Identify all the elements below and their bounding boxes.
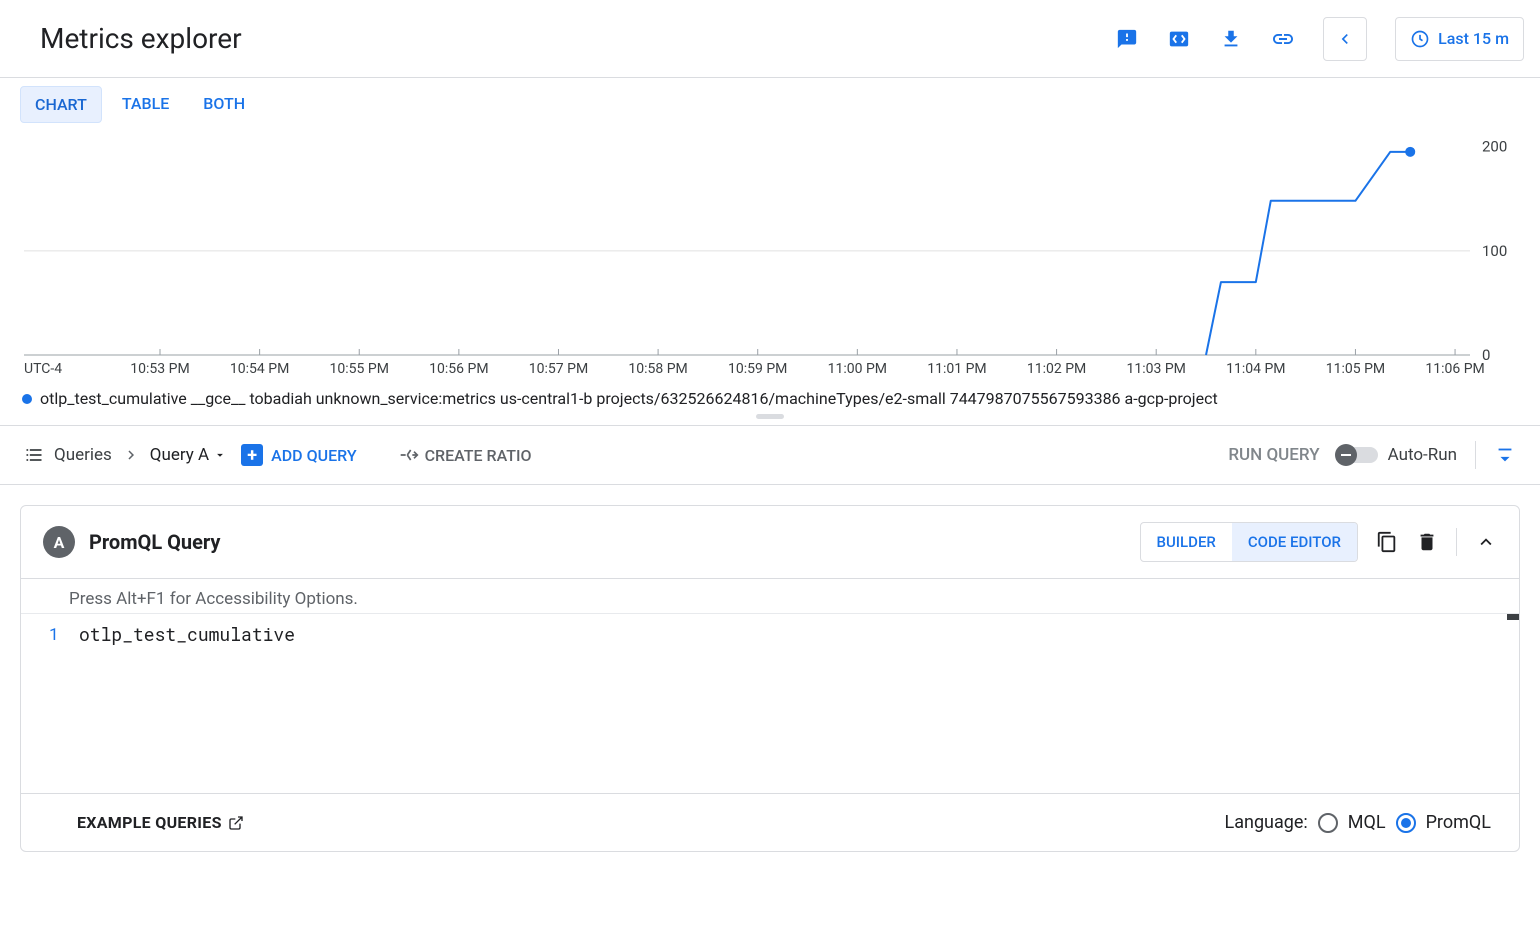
plus-icon: + <box>241 444 263 466</box>
collapse-all-button[interactable] <box>1494 444 1516 466</box>
svg-text:0: 0 <box>1482 346 1490 364</box>
accessibility-hint: Press Alt+F1 for Accessibility Options. <box>21 579 1519 614</box>
page-header: Metrics explorer Last 15 m <box>0 0 1540 78</box>
delete-icon[interactable] <box>1416 531 1438 553</box>
svg-text:10:54 PM: 10:54 PM <box>230 361 289 377</box>
header-actions: Last 15 m <box>1115 17 1524 61</box>
query-card-title: PromQL Query <box>89 530 220 554</box>
chevron-down-icon <box>213 448 227 462</box>
svg-text:10:58 PM: 10:58 PM <box>628 361 687 377</box>
time-range-button[interactable]: Last 15 m <box>1395 17 1524 61</box>
tab-chart[interactable]: CHART <box>20 86 102 123</box>
query-badge: A <box>43 526 75 558</box>
list-icon <box>24 445 44 465</box>
chevron-right-icon <box>122 446 140 464</box>
add-query-button[interactable]: + ADD QUERY <box>241 444 356 466</box>
chart-section: CHART TABLE BOTH 10:53 PM 10:54 PM 10:55 P… <box>0 78 1540 408</box>
language-label: Language: <box>1225 812 1308 833</box>
example-queries-link[interactable]: EXAMPLE QUERIES <box>77 813 244 832</box>
svg-text:10:59 PM: 10:59 PM <box>728 361 787 377</box>
svg-text:100: 100 <box>1482 242 1507 260</box>
svg-text:10:57 PM: 10:57 PM <box>529 361 588 377</box>
query-toolbar: Queries Query A + ADD QUERY CREATE RATIO… <box>0 425 1540 485</box>
code-snippet-icon[interactable] <box>1167 27 1191 51</box>
language-radio-promql[interactable] <box>1396 813 1416 833</box>
query-card: A PromQL Query BUILDER CODE EDITOR Press… <box>20 505 1520 852</box>
svg-text:10:53 PM: 10:53 PM <box>130 361 189 377</box>
copy-icon[interactable] <box>1376 531 1398 553</box>
svg-text:11:06 PM: 11:06 PM <box>1425 361 1484 377</box>
metrics-line-chart[interactable]: 10:53 PM 10:54 PM 10:55 PM 10:56 PM 10:57 PM… <box>20 125 1520 385</box>
download-icon[interactable] <box>1219 27 1243 51</box>
chart-legend[interactable]: otlp_test_cumulative __gce__ tobadiah un… <box>20 389 1520 408</box>
auto-run-toggle[interactable]: Auto-Run <box>1338 445 1457 465</box>
time-range-label: Last 15 m <box>1438 29 1509 48</box>
run-query-button[interactable]: RUN QUERY <box>1228 445 1319 465</box>
code-editor[interactable]: 1 otlp_test_cumulative <box>21 614 1519 794</box>
svg-text:11:02 PM: 11:02 PM <box>1027 361 1086 377</box>
tab-table[interactable]: TABLE <box>108 86 183 123</box>
svg-text:11:05 PM: 11:05 PM <box>1326 361 1385 377</box>
language-selector: Language: MQL PromQL <box>1225 812 1491 833</box>
query-card-footer: EXAMPLE QUERIES Language: MQL PromQL <box>21 794 1519 851</box>
tab-both[interactable]: BOTH <box>189 86 259 123</box>
chart-container: 10:53 PM 10:54 PM 10:55 PM 10:56 PM 10:57 PM… <box>20 125 1520 385</box>
collapse-card-button[interactable] <box>1475 531 1497 553</box>
ratio-icon <box>399 445 419 465</box>
clock-icon <box>1410 29 1430 49</box>
divider <box>1475 441 1476 469</box>
breadcrumb-queries[interactable]: Queries <box>54 445 112 465</box>
legend-series-dot <box>22 394 32 404</box>
page-title: Metrics explorer <box>40 22 242 55</box>
external-link-icon <box>228 815 244 831</box>
svg-text:UTC-4: UTC-4 <box>24 361 62 377</box>
svg-text:11:03 PM: 11:03 PM <box>1127 361 1186 377</box>
view-tabs: CHART TABLE BOTH <box>20 86 1520 123</box>
builder-mode-button[interactable]: BUILDER <box>1141 523 1232 561</box>
language-option-mql[interactable]: MQL <box>1348 812 1386 833</box>
create-ratio-button[interactable]: CREATE RATIO <box>399 445 532 465</box>
svg-text:10:56 PM: 10:56 PM <box>429 361 488 377</box>
code-content[interactable]: otlp_test_cumulative <box>69 614 1519 793</box>
link-icon[interactable] <box>1271 27 1295 51</box>
code-editor-mode-button[interactable]: CODE EDITOR <box>1232 523 1357 561</box>
scroll-indicator <box>1507 614 1519 620</box>
language-radio-mql[interactable] <box>1318 813 1338 833</box>
language-option-promql[interactable]: PromQL <box>1426 812 1491 833</box>
query-card-header: A PromQL Query BUILDER CODE EDITOR <box>21 506 1519 579</box>
legend-text: otlp_test_cumulative __gce__ tobadiah un… <box>40 389 1218 408</box>
current-query-dropdown[interactable]: Query A <box>150 445 227 465</box>
panel-resize-handle[interactable] <box>0 408 1540 425</box>
divider <box>1456 528 1457 556</box>
editor-mode-segment: BUILDER CODE EDITOR <box>1140 522 1358 562</box>
svg-text:11:01 PM: 11:01 PM <box>927 361 986 377</box>
time-prev-button[interactable] <box>1323 17 1367 61</box>
feedback-icon[interactable] <box>1115 27 1139 51</box>
svg-text:11:04 PM: 11:04 PM <box>1226 361 1285 377</box>
svg-text:10:55 PM: 10:55 PM <box>330 361 389 377</box>
line-number: 1 <box>21 614 69 793</box>
svg-text:11:00 PM: 11:00 PM <box>828 361 887 377</box>
svg-text:200: 200 <box>1482 138 1507 156</box>
